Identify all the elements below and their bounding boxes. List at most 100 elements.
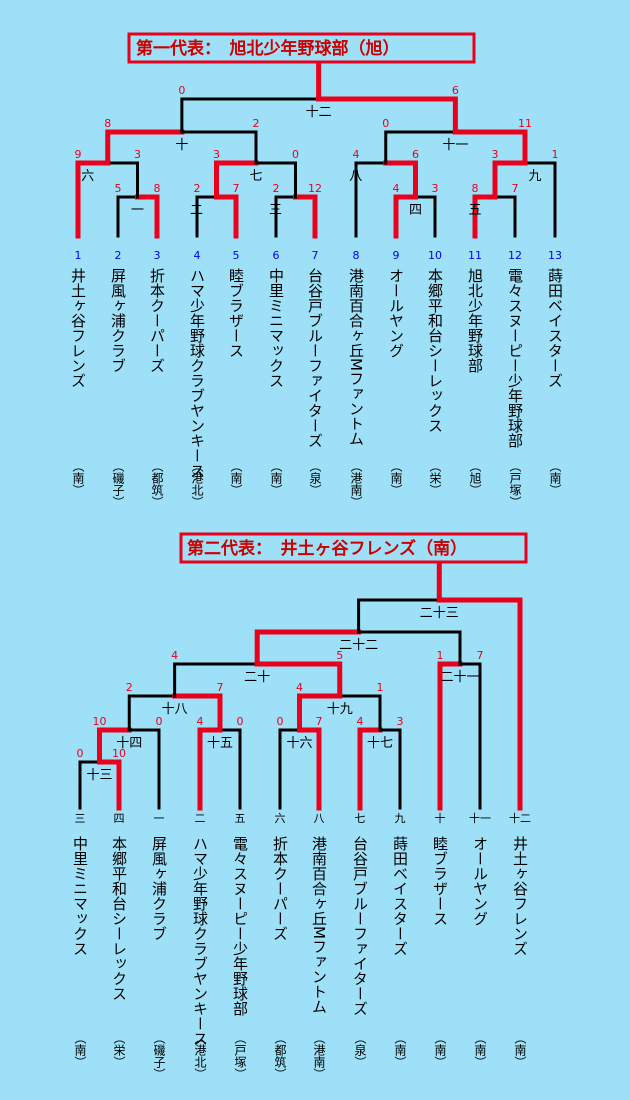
round-label-1k: 十一	[442, 138, 468, 153]
team-name-6: 中里ミニマックス	[267, 268, 285, 388]
score-1d-right: 3	[432, 182, 439, 195]
score-1b-right: 7	[233, 182, 240, 195]
match-1b-left-line	[195, 195, 218, 238]
match-2g-left-line	[297, 693, 343, 733]
team-location-12: （戸塚）	[508, 460, 522, 508]
score-1j-right: 2	[253, 117, 260, 130]
team-name-8: 港南百合ヶ丘Mファントム	[347, 268, 365, 446]
score-1d-left: 4	[393, 182, 400, 195]
team-name-11: 旭北少年野球部	[466, 268, 484, 373]
team-seed-4: 二	[195, 812, 206, 825]
team-name-11: オールヤング	[471, 836, 489, 926]
title-box-2	[179, 532, 528, 564]
team-seed-9: 9	[393, 249, 400, 262]
match-1f-left-line	[75, 160, 111, 239]
round-label-2b: 十四	[116, 736, 142, 751]
match-1i-right-line	[523, 161, 557, 238]
match-1l-left-line	[180, 97, 321, 134]
team-name-2: 本郷平和台シーレックス	[110, 836, 128, 1001]
match-2b-right-line	[127, 728, 161, 810]
team-seed-4: 4	[194, 249, 201, 262]
round-label-1f: 六	[81, 169, 94, 184]
score-2b-right: 0	[156, 715, 163, 728]
team-seed-7: 7	[312, 249, 319, 262]
team-name-7: 港南百合ヶ丘Mファントム	[310, 836, 328, 1014]
team-name-9: オールヤング	[387, 268, 405, 358]
score-2h-left: 4	[171, 649, 178, 662]
match-1a-right-line	[135, 194, 160, 239]
team-seed-8: 8	[353, 249, 360, 262]
team-location-13: （南）	[548, 460, 562, 496]
score-2g-right: 1	[377, 681, 384, 694]
team-name-5: 睦ブラザース	[227, 268, 245, 358]
team-seed-5: 5	[233, 249, 240, 262]
score-1l-left: 0	[178, 84, 185, 97]
match-1d-left-line	[393, 194, 418, 239]
team-seed-5: 五	[235, 812, 246, 825]
score-1k-left: 0	[382, 117, 389, 130]
score-2e-left: 4	[357, 715, 364, 728]
team-location-9: （南）	[389, 460, 403, 496]
match-2a-left-line	[78, 760, 101, 810]
team-name-13: 蒔田ベイスターズ	[546, 268, 564, 388]
score-1k-right: 11	[518, 117, 532, 130]
team-name-7: 台谷戸ブルーファイターズ	[306, 268, 324, 448]
team-location-2: （栄）	[112, 1032, 126, 1068]
team-location-5: （戸塚）	[233, 1032, 247, 1080]
score-2i-left: 1	[437, 649, 444, 662]
team-seed-9: 九	[395, 812, 406, 825]
team-location-8: （泉）	[353, 1032, 367, 1068]
score-2e-right: 3	[397, 715, 404, 728]
score-1b-left: 2	[194, 182, 201, 195]
score-1a-right: 8	[154, 182, 161, 195]
score-1c-right: 12	[308, 182, 322, 195]
team-location-9: （南）	[393, 1032, 407, 1068]
round-label-2h: 二十	[244, 670, 270, 685]
match-2a-right-line	[97, 759, 122, 811]
team-seed-11: 十一	[469, 811, 491, 825]
title-1: 第一代表： 旭北少年野球部（旭）	[136, 38, 400, 59]
round-label-1h: 八	[349, 169, 362, 184]
team-seed-13: 13	[548, 249, 562, 262]
match-2h-left-line	[173, 662, 259, 698]
team-location-10: （栄）	[428, 460, 442, 496]
match-2e-right-line	[378, 728, 402, 810]
match-1c-left-line	[274, 195, 297, 238]
team-name-8: 台谷戸ブルーファイターズ	[351, 836, 369, 1016]
round-label-2a: 十三	[86, 768, 112, 783]
team-seed-6: 6	[273, 249, 280, 262]
score-2b-left: 10	[93, 715, 107, 728]
round-label-1c: 三	[269, 203, 282, 218]
match-2b-left-line	[97, 727, 132, 765]
round-label-2j: 二十二	[339, 638, 378, 653]
score-1a-left: 5	[115, 182, 122, 195]
match-2j-left-line	[254, 629, 362, 667]
score-1g-right: 0	[292, 148, 299, 161]
team-seed-10: 10	[428, 249, 442, 262]
team-seed-2: 2	[115, 249, 122, 262]
match-1b-right-line	[214, 194, 239, 239]
match-1h-left-line	[354, 161, 388, 238]
score-2c-left: 4	[197, 715, 204, 728]
team-location-4: （港北）	[193, 1032, 207, 1080]
team-name-3: 折本クーパーズ	[148, 268, 166, 373]
team-name-1: 井土ヶ谷フレンズ	[69, 268, 87, 388]
team-seed-3: 3	[154, 249, 161, 262]
round-label-2d: 十六	[286, 736, 312, 751]
match-2c-right-line	[218, 728, 242, 810]
team-location-1: （南）	[71, 460, 85, 496]
match-1k-left-line	[384, 130, 457, 165]
match-1g-left-line	[214, 160, 259, 200]
round-label-1e: 五	[468, 203, 481, 218]
team-location-5: （南）	[229, 460, 243, 496]
match-1i-left-line	[492, 160, 528, 200]
team-seed-10: 十	[435, 811, 446, 825]
score-1g-left: 3	[213, 148, 220, 161]
team-name-12: 井土ヶ谷フレンズ	[511, 836, 529, 956]
score-2d-left: 0	[277, 715, 284, 728]
match-2i-left-line	[437, 661, 463, 811]
team-name-2: 屏風ヶ浦クラブ	[109, 268, 127, 373]
round-label-1l: 十二	[306, 105, 332, 120]
